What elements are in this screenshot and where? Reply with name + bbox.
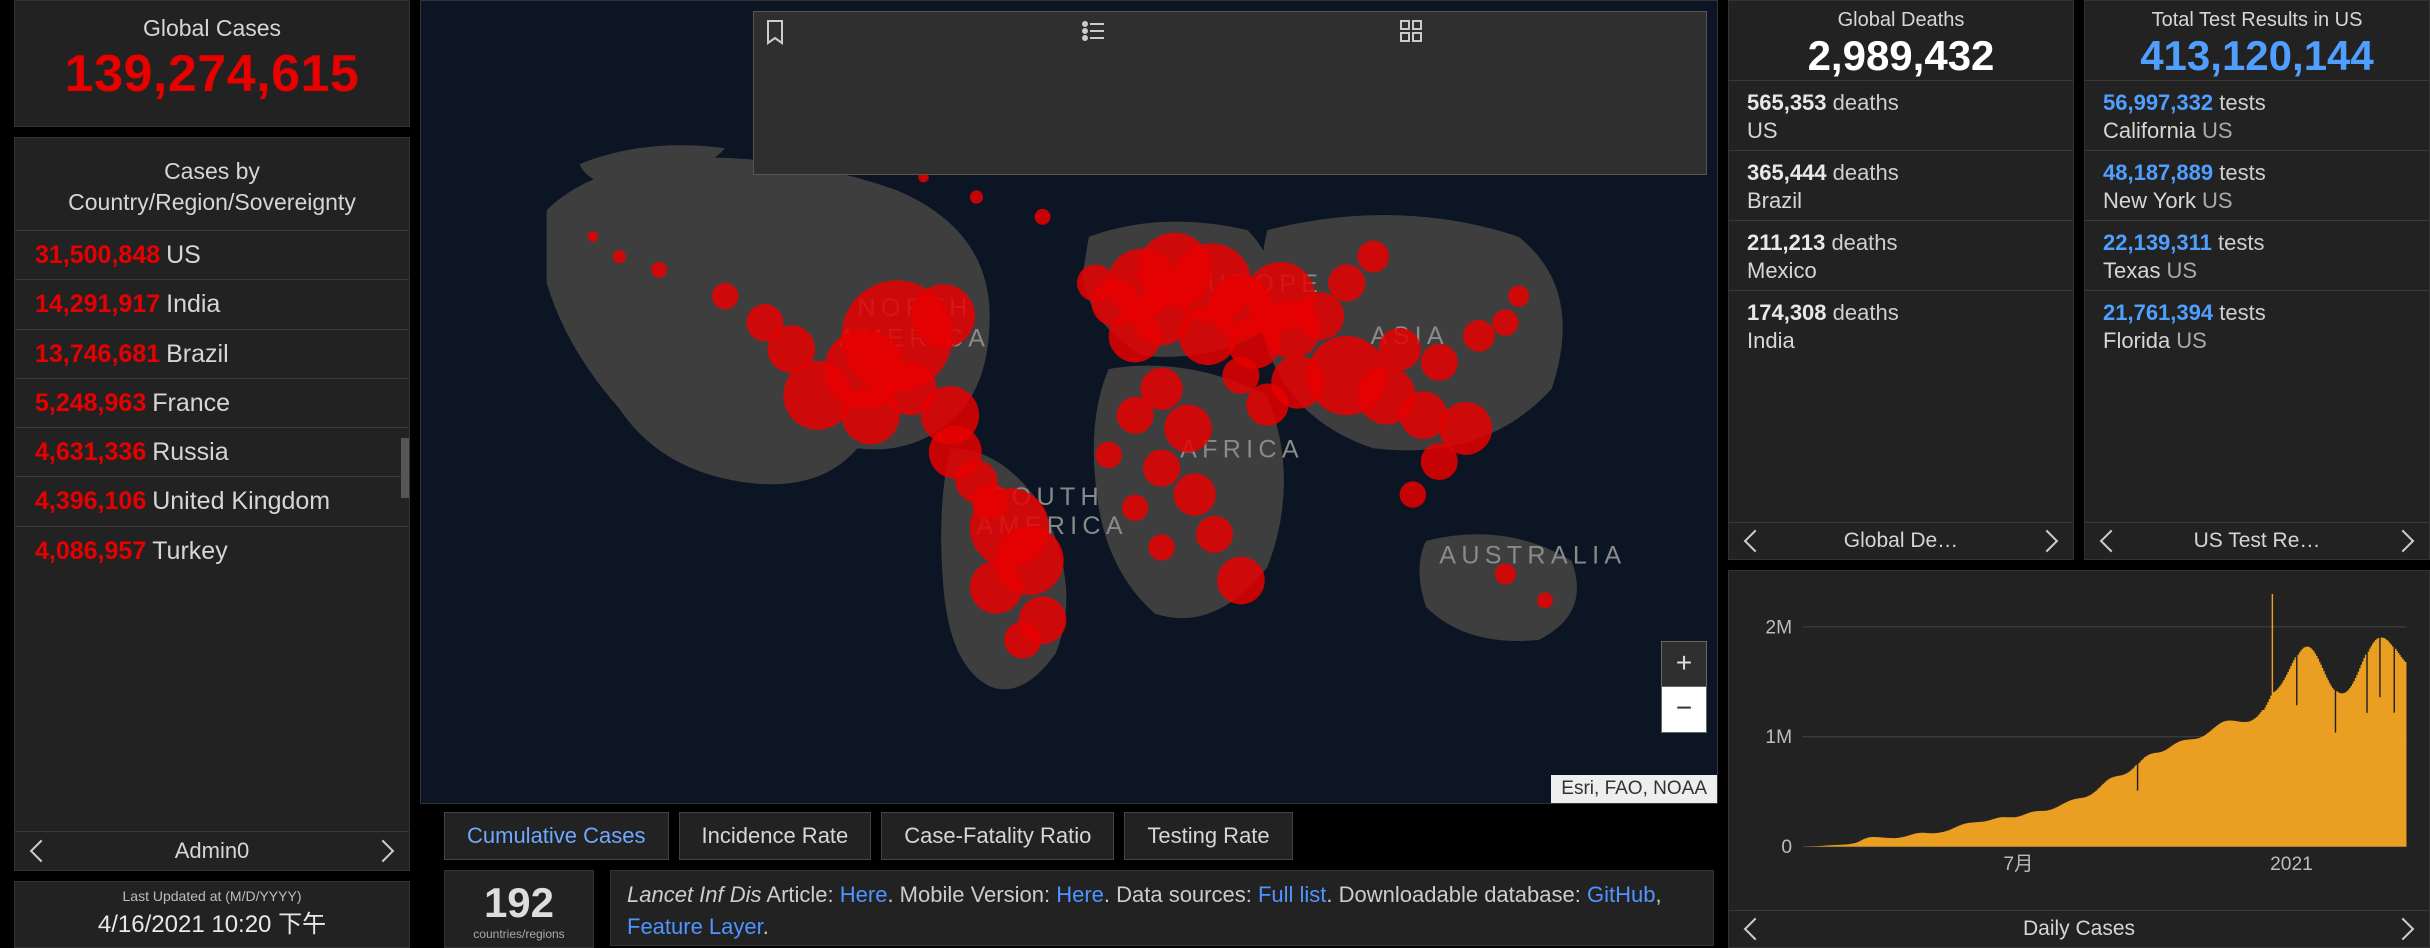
daily-cases-chart: 0 1M 2M 7月 2021	[1743, 589, 2415, 908]
map-tab[interactable]: Testing Rate	[1124, 812, 1292, 860]
stat-row[interactable]: 48,187,889 testsNew YorkUS	[2085, 150, 2429, 220]
global-deaths-title: Global Deaths	[1729, 9, 2073, 32]
country-row[interactable]: 4,631,336Russia	[15, 427, 409, 476]
cases-by-country-title: Cases by Country/Region/Sovereignty	[15, 138, 409, 230]
country-row[interactable]: 14,291,917India	[15, 279, 409, 328]
chevron-right-icon[interactable]	[2392, 918, 2415, 941]
stat-row[interactable]: 365,444 deathsBrazil	[1729, 150, 2073, 220]
map-toolbar	[753, 11, 1707, 175]
chevron-right-icon[interactable]	[2392, 530, 2415, 553]
deaths-list[interactable]: 565,353 deathsUS365,444 deathsBrazil211,…	[1729, 80, 2073, 522]
deaths-nav-label: Global De…	[1844, 529, 1958, 553]
svg-text:7月: 7月	[2003, 854, 2033, 875]
stat-row[interactable]: 174,308 deathsIndia	[1729, 290, 2073, 360]
tests-list[interactable]: 56,997,332 testsCaliforniaUS48,187,889 t…	[2085, 80, 2429, 522]
daily-cases-chart-panel: 0 1M 2M 7月 2021 Daily Cases	[1728, 570, 2430, 948]
chevron-left-icon[interactable]	[1744, 530, 1767, 553]
bookmark-icon[interactable]	[762, 18, 1062, 168]
svg-text:2021: 2021	[2270, 854, 2313, 875]
chevron-left-icon[interactable]	[2100, 530, 2123, 553]
regions-count: 192	[445, 879, 593, 927]
global-cases-title: Global Cases	[15, 15, 409, 42]
cases-nav-bar: Admin0	[15, 831, 409, 870]
us-tests-value: 413,120,144	[2085, 32, 2429, 80]
global-cases-value: 139,274,615	[15, 44, 409, 104]
legend-icon[interactable]	[1080, 18, 1380, 168]
map-layer-tabs: Cumulative CasesIncidence RateCase-Fatal…	[420, 812, 1718, 860]
global-deaths-value: 2,989,432	[1729, 32, 2073, 80]
global-cases-panel: Global Cases 139,274,615	[14, 0, 410, 127]
last-updated-label: Last Updated at (M/D/YYYY)	[15, 888, 409, 904]
svg-text:2M: 2M	[1765, 617, 1792, 638]
cases-nav-label: Admin0	[175, 838, 250, 864]
stat-row[interactable]: 21,761,394 testsFloridaUS	[2085, 290, 2429, 360]
svg-text:0: 0	[1781, 837, 1792, 858]
stat-row[interactable]: 22,139,311 testsTexasUS	[2085, 220, 2429, 290]
map-attribution: Esri, FAO, NOAA	[1551, 775, 1717, 803]
stat-row[interactable]: 565,353 deathsUS	[1729, 80, 2073, 150]
chevron-right-icon[interactable]	[372, 840, 395, 863]
tests-nav-label: US Test Re…	[2194, 529, 2321, 553]
cases-by-country-list[interactable]: 31,500,848US14,291,917India13,746,681Bra…	[15, 230, 409, 831]
map-tab[interactable]: Incidence Rate	[679, 812, 872, 860]
regions-count-panel: 192 countries/regions	[444, 870, 594, 948]
scrollbar-thumb[interactable]	[401, 438, 409, 498]
country-row[interactable]: 4,086,957Turkey	[15, 526, 409, 575]
chevron-right-icon[interactable]	[2036, 530, 2059, 553]
last-updated-panel: Last Updated at (M/D/YYYY) 4/16/2021 10:…	[14, 881, 410, 948]
us-tests-title: Total Test Results in US	[2085, 9, 2429, 32]
stat-row[interactable]: 211,213 deathsMexico	[1729, 220, 2073, 290]
sources-text: Lancet Inf Dis Article: Here. Mobile Ver…	[610, 870, 1714, 946]
chevron-left-icon[interactable]	[30, 840, 53, 863]
map-tab[interactable]: Cumulative Cases	[444, 812, 669, 860]
svg-text:1M: 1M	[1765, 727, 1792, 748]
chart-title: Daily Cases	[2023, 917, 2135, 941]
last-updated-value: 4/16/2021 10:20 下午	[15, 904, 409, 939]
country-row[interactable]: 4,396,106United Kingdom	[15, 476, 409, 525]
cases-by-country-panel: Cases by Country/Region/Sovereignty 31,5…	[14, 137, 410, 871]
stat-row[interactable]: 56,997,332 testsCaliforniaUS	[2085, 80, 2429, 150]
country-row[interactable]: 31,500,848US	[15, 230, 409, 279]
basemap-icon[interactable]	[1398, 18, 1698, 168]
us-tests-panel: Total Test Results in US 413,120,144 56,…	[2084, 0, 2430, 560]
world-map[interactable]: NORTHAMERICAEUROPEASIAAFRICASOUTHAMERICA…	[420, 0, 1718, 804]
map-tab[interactable]: Case-Fatality Ratio	[881, 812, 1114, 860]
country-row[interactable]: 13,746,681Brazil	[15, 329, 409, 378]
regions-label: countries/regions	[445, 927, 593, 941]
zoom-controls: + −	[1661, 641, 1707, 733]
svg-text:AUSTRALIA: AUSTRALIA	[1439, 541, 1626, 569]
zoom-out-button[interactable]: −	[1661, 687, 1707, 733]
chevron-left-icon[interactable]	[1744, 918, 1767, 941]
zoom-in-button[interactable]: +	[1661, 641, 1707, 687]
global-deaths-panel: Global Deaths 2,989,432 565,353 deathsUS…	[1728, 0, 2074, 560]
country-row[interactable]: 5,248,963France	[15, 378, 409, 427]
